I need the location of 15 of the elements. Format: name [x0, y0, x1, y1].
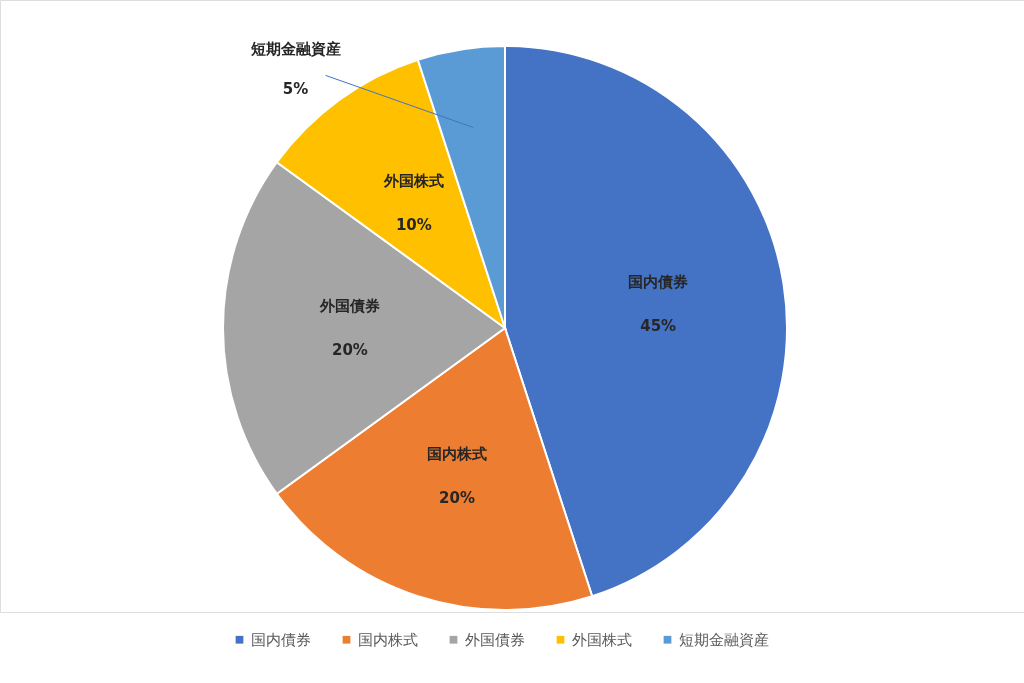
- legend-label: 国内債券: [251, 630, 311, 649]
- data-label: 45%: [640, 316, 677, 335]
- slice-label: 外国株式: [382, 171, 444, 190]
- legend-label: 外国債券: [465, 630, 525, 649]
- slice-label: 国内株式: [427, 444, 488, 463]
- slice-label: 外国債券: [318, 297, 380, 315]
- legend-label: 短期金融資産: [679, 630, 769, 649]
- legend-label: 外国株式: [572, 630, 632, 649]
- data-label: 5%: [282, 80, 309, 99]
- slice-label: 国内債券: [628, 272, 689, 291]
- data-label: 20%: [439, 488, 476, 507]
- data-label: 20%: [331, 341, 368, 359]
- slice-label: 短期金融資産: [249, 40, 341, 59]
- legend-label: 国内株式: [358, 630, 418, 649]
- data-label: 10%: [395, 215, 432, 234]
